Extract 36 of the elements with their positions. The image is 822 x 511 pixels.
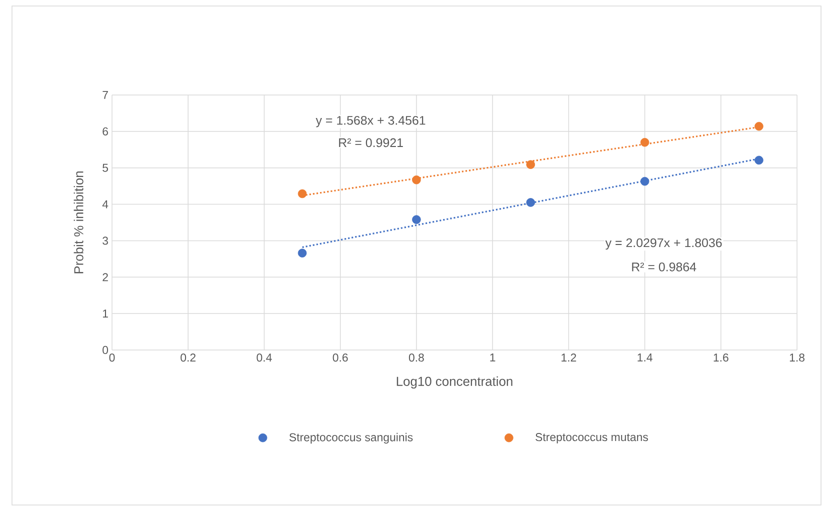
point [640,138,650,147]
y-tick-label: 1 [102,310,108,318]
point [298,189,307,198]
x-tick-label: 1.4 [638,354,652,362]
point [412,175,421,184]
point [298,248,307,258]
point [412,215,421,224]
point [526,198,536,207]
y-axis-title: Probit % inhibition [74,172,84,274]
x-tick-label: 0 [109,354,115,362]
x-tick-label: 0.2 [180,354,196,362]
y-tick-label: 6 [102,127,108,136]
x-tick-label: 0.8 [408,354,424,362]
x-tick-label: 1 [490,354,496,362]
annotation: R² = 0.9864 [632,262,696,272]
point [526,160,536,169]
annotation: R² = 0.9921 [339,138,403,148]
y-tick-label: 2 [102,273,108,282]
y-tick-label: 0 [102,346,108,354]
point [754,122,764,131]
point [754,156,764,165]
legend-label: Streptococcus sanguinis [289,432,413,444]
y-tick-label: 4 [102,200,108,208]
x-axis-title: Log10 concentration [396,376,512,388]
annotation: y = 2.0297x + 1.8036 [605,238,722,250]
x-tick-label: 1.6 [714,354,728,362]
x-tick-label: 1.8 [790,354,804,362]
y-tick-label: 5 [102,164,108,172]
y-tick-label: 7 [102,91,108,99]
annotation: y = 1.568x + 3.4561 [316,116,426,128]
x-tick-label: 0.6 [332,354,348,362]
legend-label: Streptococcus mutans [536,433,648,444]
x-tick-label: 1.2 [562,354,576,362]
x-tick-label: 0.4 [256,354,272,362]
y-tick-label: 3 [102,236,108,245]
point [640,176,650,186]
